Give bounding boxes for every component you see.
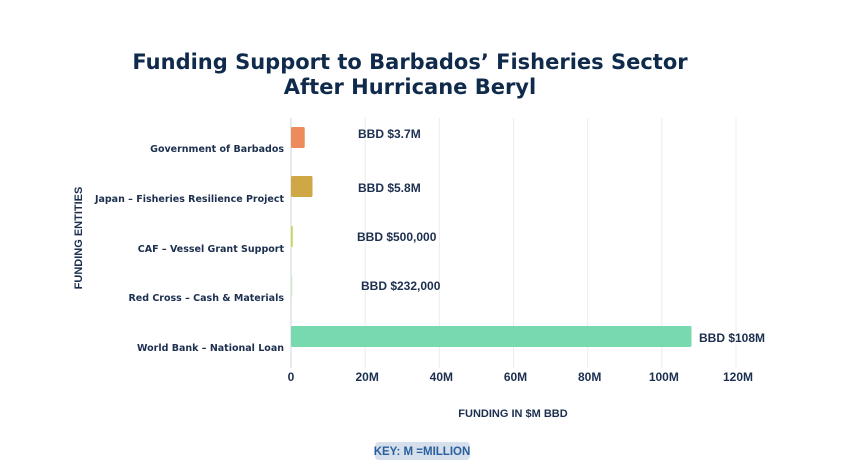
y-axis-label: FUNDING ENTITIES	[73, 187, 85, 290]
chart-title-line-2: After Hurricane Beryl	[284, 75, 536, 99]
x-tick-label: 60M	[504, 370, 527, 384]
value-label: BBD $108M	[699, 331, 765, 345]
bar	[291, 127, 305, 148]
bar	[291, 226, 293, 247]
category-label: CAF – Vessel Grant Support	[138, 244, 285, 255]
x-tick-label: 80M	[578, 370, 601, 384]
value-label: BBD $232,000	[361, 279, 441, 293]
x-tick-label: 20M	[355, 370, 378, 384]
x-tick-label: 120M	[723, 370, 753, 384]
bar	[291, 176, 313, 197]
key-badge	[375, 442, 470, 460]
bar	[291, 326, 692, 347]
key-label: KEY: M =MILLION	[374, 446, 471, 458]
value-label: BBD $3.7M	[358, 127, 421, 141]
category-label: Red Cross – Cash & Materials	[128, 293, 284, 304]
x-tick-label: 100M	[649, 370, 679, 384]
x-tick-label: 40M	[430, 370, 453, 384]
bar	[291, 276, 293, 297]
x-tick-label: 0	[288, 370, 295, 384]
category-label: Japan – Fisheries Resilience Project	[94, 194, 285, 205]
x-axis-label: FUNDING IN $M BBD	[458, 408, 567, 420]
chart-title-line-1: Funding Support to Barbados’ Fisheries S…	[132, 50, 688, 74]
value-label: BBD $5.8M	[358, 181, 421, 195]
category-label: Government of Barbados	[150, 144, 284, 155]
value-label: BBD $500,000	[357, 230, 437, 244]
category-label: World Bank – National Loan	[137, 343, 284, 354]
